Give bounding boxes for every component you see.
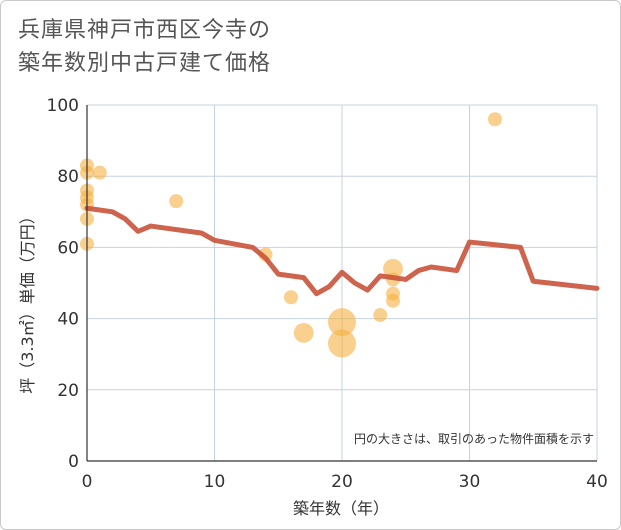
data-point <box>328 308 356 337</box>
x-tick-label: 40 <box>586 472 608 492</box>
x-axis-title: 築年数（年） <box>293 499 389 518</box>
x-tick-label: 10 <box>204 472 226 492</box>
trend-series <box>84 205 600 297</box>
chart-title-line-1: 兵庫県神戸市西区今寺の <box>18 18 272 43</box>
data-point <box>383 258 403 279</box>
bubble-size-note: 円の大きさは、取引のあった物件面積を示す <box>354 431 594 446</box>
bubble-series <box>80 112 502 358</box>
data-point <box>488 112 502 127</box>
y-tick-label: 60 <box>57 238 79 258</box>
y-tick-label: 100 <box>47 96 79 116</box>
data-point <box>386 293 400 308</box>
x-tick-label: 20 <box>331 472 353 492</box>
axes <box>86 105 597 462</box>
data-point <box>92 165 107 180</box>
data-point <box>169 194 184 209</box>
data-point <box>373 308 388 323</box>
x-tick-label: 30 <box>459 472 481 492</box>
chart-title: 兵庫県神戸市西区今寺の 築年数別中古戸建て価格 <box>18 14 271 80</box>
tick-labels: 0 10 20 30 40 0 20 40 60 80 100 <box>47 96 608 492</box>
y-tick-label: 20 <box>57 381 79 401</box>
y-tick-label: 80 <box>57 167 79 187</box>
trend-line <box>84 205 600 297</box>
y-tick-label: 0 <box>68 452 79 472</box>
y-axis-title: 坪（3.3㎡）単価（万円） <box>18 208 37 393</box>
grid-lines <box>87 104 598 461</box>
y-tick-label: 40 <box>57 310 79 330</box>
x-tick-label: 0 <box>82 472 93 492</box>
data-point <box>293 322 314 343</box>
data-point <box>284 290 298 305</box>
data-point <box>328 329 356 358</box>
chart-title-line-2: 築年数別中古戸建て価格 <box>18 51 272 76</box>
